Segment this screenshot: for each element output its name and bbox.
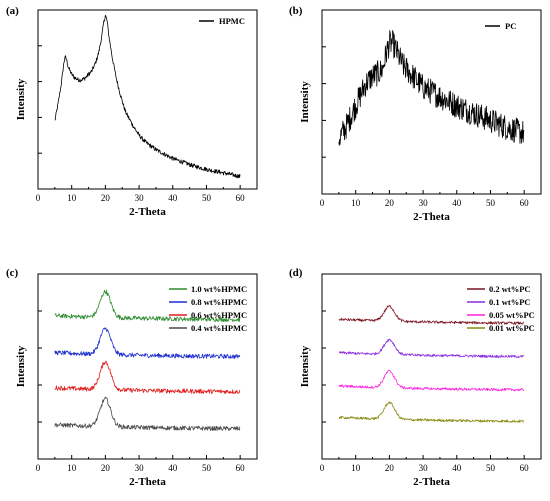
- x-tick-label: 30: [419, 463, 429, 473]
- y-axis-title: Intensity: [299, 345, 311, 387]
- x-tick-label: 50: [202, 463, 212, 473]
- legend-label: 0.6 wt%HPMC: [191, 310, 247, 320]
- y-axis-title: Intensity: [299, 81, 311, 123]
- x-axis-title: 2-Theta: [413, 476, 450, 488]
- series-line: [338, 401, 524, 423]
- x-tick-label: 20: [101, 463, 111, 473]
- x-axis-title: 2-Theta: [129, 206, 166, 218]
- chart-panel-a: (a) 0 10 20 30 40 50 60 2-Theta Intensity HPMC: [6, 5, 258, 218]
- x-tick-label: 40: [168, 193, 178, 203]
- legend-label: HPMC: [219, 16, 245, 26]
- x-tick-label: 0: [320, 463, 325, 473]
- series-line: [54, 14, 241, 179]
- x-tick-label: 60: [236, 193, 246, 203]
- x-tick-label: 0: [36, 193, 41, 203]
- x-tick-label: 20: [385, 198, 395, 208]
- legend-label: 0.05 wt%PC: [489, 310, 535, 320]
- legend-label: 0.1 wt%PC: [489, 297, 531, 307]
- x-tick-label: 10: [67, 193, 77, 203]
- x-tick-label: 0: [36, 463, 41, 473]
- plot-frame: [37, 273, 258, 460]
- x-tick-label: 30: [419, 198, 429, 208]
- chart-panel-c: (c) 0 10 20 30 40 50 60 2-Theta Intensity 1.0 wt%H…: [6, 267, 258, 488]
- x-tick-label: 20: [385, 463, 395, 473]
- legend-label: 0.8 wt%HPMC: [191, 297, 247, 307]
- x-axis-title: 2-Theta: [413, 211, 450, 223]
- x-tick-label: 30: [135, 193, 145, 203]
- legend-label: 0.4 wt%HPMC: [191, 323, 247, 333]
- series-line: [54, 360, 241, 395]
- plot-frame: [321, 273, 542, 460]
- legend-label: 1.0 wt%HPMC: [191, 284, 247, 294]
- x-tick-label: 0: [320, 198, 325, 208]
- x-tick-label: 60: [520, 198, 530, 208]
- x-tick-label: 50: [486, 198, 496, 208]
- x-tick-label: 10: [351, 198, 361, 208]
- x-tick-label: 50: [486, 463, 496, 473]
- panel-letter: (a): [6, 5, 19, 17]
- x-tick-label: 10: [351, 463, 361, 473]
- y-axis-title: Intensity: [15, 345, 27, 387]
- x-axis-title: 2-Theta: [129, 476, 166, 488]
- legend-label: 0.01 wt%PC: [489, 323, 535, 333]
- panel-letter: (d): [289, 267, 303, 279]
- series-line: [338, 338, 525, 358]
- series-line: [338, 30, 525, 146]
- series-line: [338, 369, 525, 392]
- legend-label: PC: [505, 21, 516, 31]
- series-line: [54, 396, 241, 432]
- plot-frame: [321, 9, 542, 195]
- x-tick-label: 30: [135, 463, 145, 473]
- x-tick-label: 10: [67, 463, 77, 473]
- x-tick-label: 40: [168, 463, 178, 473]
- x-tick-label: 60: [236, 463, 246, 473]
- y-axis-title: Intensity: [15, 78, 27, 120]
- series-line: [54, 289, 241, 323]
- series-line: [54, 327, 241, 359]
- x-tick-label: 40: [452, 463, 462, 473]
- chart-panel-d: (d) 0 10 20 30 40 50 60 2-Theta Intensity 0.2 wt%P…: [289, 267, 542, 488]
- legend-label: 0.2 wt%PC: [489, 284, 531, 294]
- chart-panel-b: (b) 0 10 20 30 40 50 60 2-Theta Intensity PC: [289, 5, 542, 223]
- x-tick-label: 20: [101, 193, 111, 203]
- series-line: [338, 305, 525, 325]
- x-tick-label: 50: [202, 193, 212, 203]
- plot-frame: [37, 9, 258, 190]
- panel-letter: (c): [6, 267, 19, 279]
- panel-letter: (b): [289, 5, 303, 17]
- x-tick-label: 40: [452, 198, 462, 208]
- x-tick-label: 60: [520, 463, 530, 473]
